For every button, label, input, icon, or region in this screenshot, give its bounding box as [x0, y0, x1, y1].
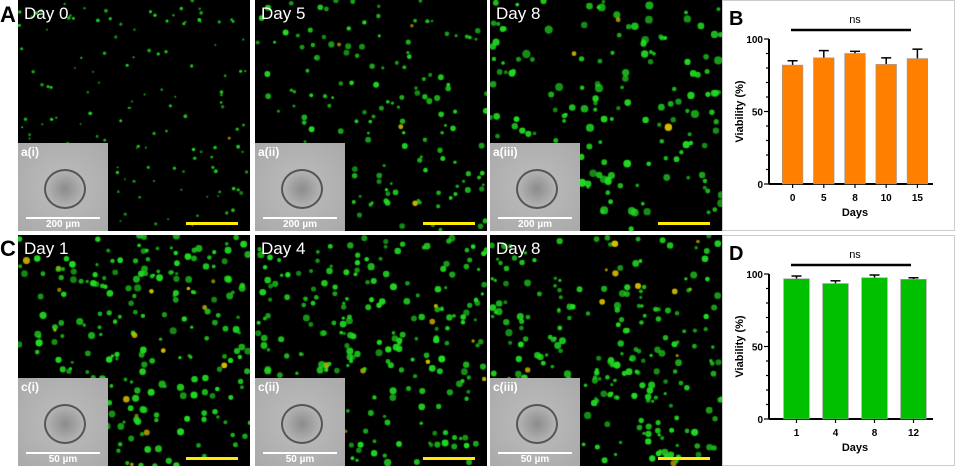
scale-bar: [423, 222, 475, 225]
day-label: Day 8: [496, 4, 541, 23]
y-tick-label: 0: [757, 180, 763, 191]
inset-scale-label: 50 µm: [520, 454, 550, 465]
y-axis-label: Viability (%): [734, 315, 746, 377]
y-tick-label: 0: [757, 415, 763, 426]
bar: [900, 279, 927, 420]
day-label: Day 5: [261, 4, 306, 23]
inset-scale-bar: [498, 217, 572, 219]
spheroid: [44, 404, 86, 444]
inset-scale-bar: [26, 217, 100, 219]
inset-label: c(i): [21, 380, 39, 394]
spheroid: [516, 404, 558, 444]
chart-b: B 0 50 100 0 5 8 10 15 ns Days Viability (%): [722, 0, 955, 231]
y-tick-label: 50: [752, 108, 764, 119]
bar: [783, 278, 810, 420]
x-tick-label: 12: [908, 428, 920, 439]
scale-bar: [423, 457, 475, 460]
x-tick-label: 1: [794, 428, 800, 439]
chart-d: D 0 50 100 1 4 8 12 ns Days Viability (%): [722, 235, 955, 466]
inset-label: a(i): [21, 145, 39, 159]
day-label: Day 8: [496, 239, 541, 258]
micrograph: Day 1 c(i) 50 µm: [18, 235, 250, 466]
brightfield-inset: a(iii) 200 µm: [490, 143, 580, 231]
bar: [875, 64, 897, 185]
inset-label: c(iii): [493, 380, 518, 394]
spheroid: [44, 169, 86, 209]
inset-scale-bar: [498, 452, 572, 454]
bar: [844, 53, 866, 185]
scale-bar: [186, 222, 238, 225]
micrograph: Day 0 a(i) 200 µm: [18, 0, 250, 231]
x-tick-label: 5: [821, 193, 827, 204]
spheroid: [516, 169, 558, 209]
panel-letter-a: A: [0, 2, 16, 27]
panel-letter: D: [729, 243, 743, 265]
x-tick-label: 8: [872, 428, 878, 439]
inset-scale-label: 50 µm: [48, 454, 78, 465]
inset-scale-label: 50 µm: [285, 454, 315, 465]
brightfield-inset: a(ii) 200 µm: [255, 143, 345, 231]
y-axis-label: Viability (%): [734, 80, 746, 142]
micrograph: Day 4 c(ii) 50 µm: [255, 235, 487, 466]
x-tick-label: 8: [852, 193, 858, 204]
bar: [822, 283, 849, 420]
bar: [906, 58, 928, 185]
day-label: Day 1: [24, 239, 69, 258]
y-tick-label: 100: [746, 270, 763, 281]
scale-bar: [186, 457, 238, 460]
inset-scale-label: 200 µm: [282, 219, 318, 230]
y-tick-label: 50: [752, 343, 764, 354]
x-tick-label: 15: [912, 193, 924, 204]
micrograph: Day 8 c(iii) 50 µm: [490, 235, 722, 466]
spheroid: [281, 169, 323, 209]
x-axis-label: Days: [842, 207, 868, 219]
inset-scale-bar: [26, 452, 100, 454]
bar: [813, 57, 835, 185]
brightfield-inset: c(ii) 50 µm: [255, 378, 345, 466]
brightfield-inset: c(i) 50 µm: [18, 378, 108, 466]
x-axis-label: Days: [842, 442, 868, 454]
x-tick-label: 0: [790, 193, 796, 204]
x-tick-label: 10: [881, 193, 893, 204]
inset-label: c(ii): [258, 380, 280, 394]
inset-scale-bar: [263, 452, 337, 454]
inset-label: a(iii): [493, 145, 518, 159]
inset-scale-bar: [263, 217, 337, 219]
micrograph: Day 8 a(iii) 200 µm: [490, 0, 722, 231]
day-label: Day 4: [261, 239, 306, 258]
brightfield-inset: c(iii) 50 µm: [490, 378, 580, 466]
inset-label: a(ii): [258, 145, 280, 159]
significance-label: ns: [849, 249, 861, 261]
bar: [861, 277, 888, 420]
scale-bar: [658, 457, 710, 460]
micrograph: Day 5 a(ii) 200 µm: [255, 0, 487, 231]
inset-scale-label: 200 µm: [45, 219, 81, 230]
panel-letter: B: [729, 8, 743, 30]
inset-scale-label: 200 µm: [517, 219, 553, 230]
x-tick-label: 4: [833, 428, 839, 439]
y-tick-label: 100: [746, 35, 763, 46]
spheroid: [281, 404, 323, 444]
significance-label: ns: [849, 14, 861, 26]
day-label: Day 0: [24, 4, 69, 23]
brightfield-inset: a(i) 200 µm: [18, 143, 108, 231]
bar: [782, 64, 804, 185]
scale-bar: [658, 222, 710, 225]
panel-letter-c: C: [0, 236, 16, 261]
